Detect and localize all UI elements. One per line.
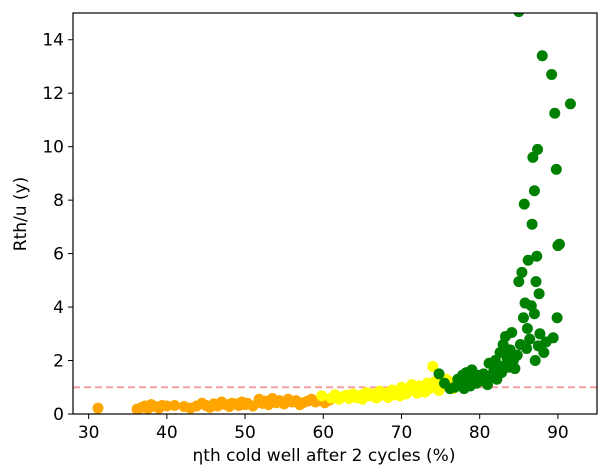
data-point bbox=[433, 368, 445, 380]
data-point bbox=[161, 400, 173, 412]
y-tick-label: 2 bbox=[53, 352, 64, 372]
data-point bbox=[549, 107, 561, 119]
x-tick-label: 40 bbox=[156, 423, 178, 443]
data-point bbox=[316, 390, 328, 402]
x-tick-label: 60 bbox=[312, 423, 334, 443]
data-point bbox=[551, 312, 563, 324]
data-point bbox=[534, 328, 546, 340]
data-point bbox=[513, 276, 525, 288]
x-tick-label: 50 bbox=[234, 423, 256, 443]
data-point bbox=[564, 98, 576, 110]
data-point bbox=[529, 355, 541, 367]
data-point bbox=[528, 308, 540, 320]
data-point bbox=[528, 185, 540, 197]
data-point bbox=[509, 363, 521, 375]
data-point bbox=[533, 288, 545, 300]
y-tick-label: 10 bbox=[42, 138, 64, 158]
data-point bbox=[92, 402, 104, 414]
data-point bbox=[169, 399, 181, 411]
y-tick-label: 6 bbox=[53, 245, 64, 265]
data-point bbox=[538, 347, 550, 359]
y-axis-label: Rth/u (y) bbox=[11, 177, 31, 251]
y-tick-label: 12 bbox=[42, 84, 64, 104]
data-point bbox=[511, 349, 523, 361]
y-tick-label: 0 bbox=[53, 405, 64, 425]
data-point bbox=[518, 198, 530, 210]
x-tick-label: 70 bbox=[391, 423, 413, 443]
data-point bbox=[550, 163, 562, 175]
data-points-layer bbox=[92, 13, 576, 414]
data-point bbox=[547, 332, 559, 344]
data-point bbox=[522, 254, 534, 266]
axes-layer: 30 40 50 60 70 80 90 0 2 4 6 8 10 12 14 bbox=[42, 12, 598, 443]
y-tick-label: 4 bbox=[53, 298, 64, 318]
x-tick-label: 30 bbox=[78, 423, 100, 443]
data-point bbox=[531, 250, 543, 262]
data-point bbox=[521, 343, 533, 355]
data-point bbox=[526, 218, 538, 230]
data-point bbox=[536, 50, 548, 62]
data-point bbox=[521, 322, 533, 334]
data-point bbox=[516, 266, 528, 278]
data-point bbox=[427, 360, 439, 372]
y-tick-label: 8 bbox=[53, 191, 64, 211]
data-point bbox=[527, 151, 539, 163]
data-point bbox=[532, 143, 544, 155]
data-point bbox=[546, 68, 558, 80]
data-point bbox=[517, 312, 529, 324]
data-point bbox=[513, 13, 525, 18]
data-point bbox=[506, 326, 518, 338]
data-point bbox=[524, 333, 536, 345]
x-axis-label: ηth cold well after 2 cycles (%) bbox=[193, 446, 456, 466]
x-tick-label: 90 bbox=[547, 423, 569, 443]
x-tick-label: 80 bbox=[469, 423, 491, 443]
data-point bbox=[530, 276, 542, 288]
plot-frame bbox=[72, 12, 598, 415]
data-point bbox=[553, 238, 565, 250]
y-tick-label: 14 bbox=[42, 31, 64, 51]
